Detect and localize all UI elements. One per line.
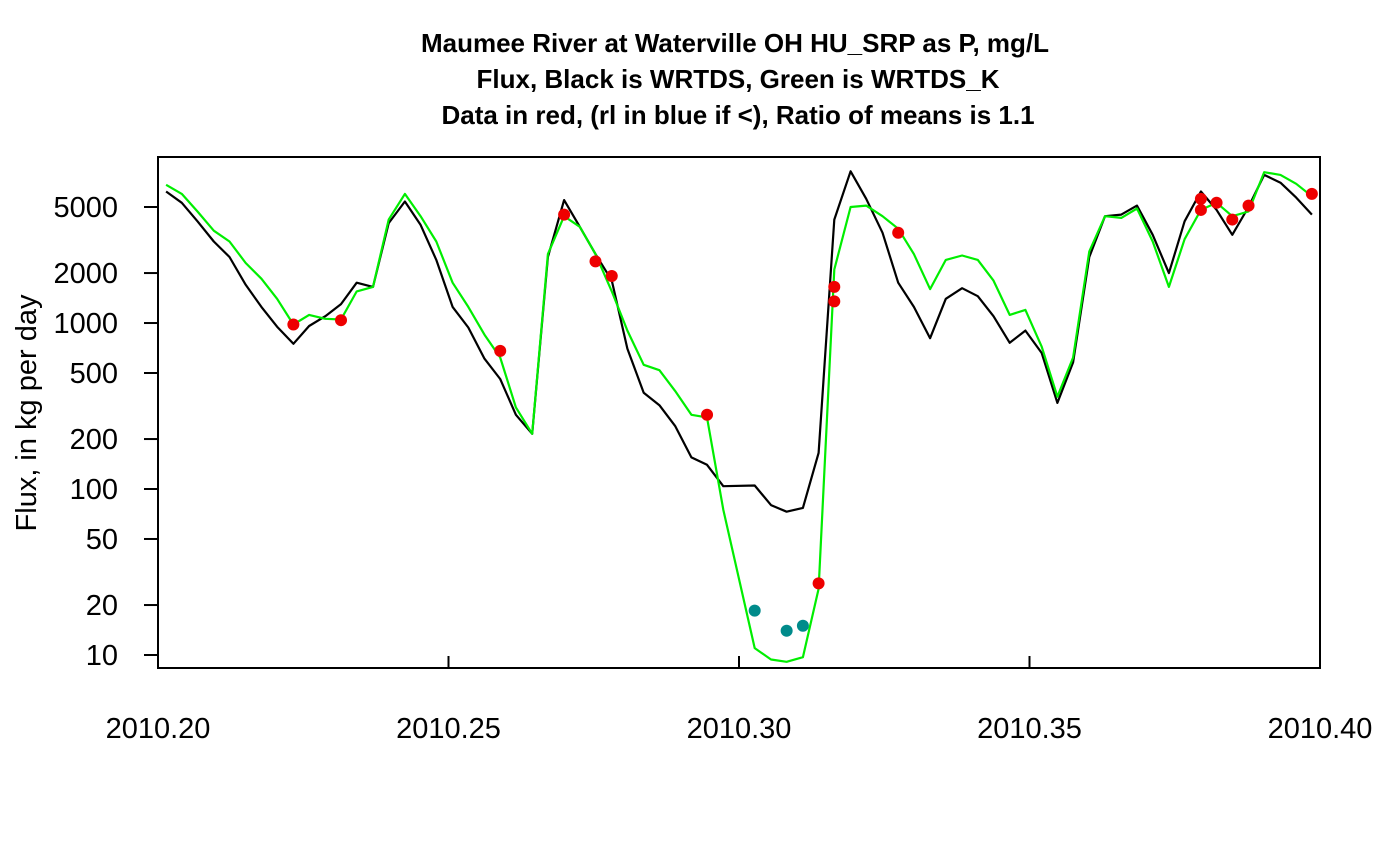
chart-title: Maumee River at Waterville OH HU_SRP as … xyxy=(421,28,1049,130)
data-point-data xyxy=(1226,213,1239,226)
data-point-data xyxy=(1194,203,1207,216)
y-axis-label: Flux, in kg per day xyxy=(11,294,43,531)
data-point-rl xyxy=(780,624,793,637)
y-tick-label: 50 xyxy=(86,524,118,556)
data-point-data xyxy=(828,280,841,293)
data-point-data xyxy=(828,295,841,308)
data-point-data xyxy=(812,577,825,590)
title-line-3: Data in red, (rl in blue if <), Ratio of… xyxy=(441,100,1034,130)
data-point-data xyxy=(605,269,618,282)
x-tick-label: 2010.30 xyxy=(687,713,792,745)
x-tick-label: 2010.25 xyxy=(396,713,501,745)
x-axis: 2010.20 2010.25 2010.30 2010.35 2010.40 xyxy=(106,656,1373,745)
y-tick-label: 200 xyxy=(70,424,118,456)
x-tick-label: 2010.35 xyxy=(977,713,1082,745)
y-tick-label: 10 xyxy=(86,640,118,672)
data-point-data xyxy=(1194,192,1207,205)
y-tick-label: 1000 xyxy=(53,308,118,340)
x-tick-label: 2010.20 xyxy=(106,713,211,745)
series-line-wrtds xyxy=(165,170,1313,513)
x-tick-label: 2010.40 xyxy=(1268,713,1373,745)
data-point-rl xyxy=(748,604,761,617)
y-tick-label: 100 xyxy=(70,474,118,506)
series-line-wrtds-k xyxy=(165,171,1313,663)
y-tick-label: 2000 xyxy=(53,258,118,290)
series-layer xyxy=(165,170,1318,663)
plot-frame xyxy=(157,156,1321,669)
title-line-1: Maumee River at Waterville OH HU_SRP as … xyxy=(421,28,1049,58)
data-point-data xyxy=(494,344,507,357)
y-axis: 10 20 50 100 200 500 1000 2000 5000 xyxy=(53,192,158,672)
data-point-data xyxy=(287,318,300,331)
y-tick-label: 5000 xyxy=(53,192,118,224)
data-point-data xyxy=(1210,196,1223,209)
data-point-data xyxy=(589,255,602,268)
data-point-data xyxy=(701,408,714,421)
data-point-rl xyxy=(796,619,809,632)
y-tick-label: 500 xyxy=(70,358,118,390)
data-point-data xyxy=(1242,199,1255,212)
data-point-data xyxy=(1305,187,1318,200)
y-tick-label: 20 xyxy=(86,590,118,622)
data-point-data xyxy=(892,226,905,239)
data-point-data xyxy=(558,208,571,221)
data-point-data xyxy=(335,314,348,327)
title-line-2: Flux, Black is WRTDS, Green is WRTDS_K xyxy=(477,64,1000,94)
